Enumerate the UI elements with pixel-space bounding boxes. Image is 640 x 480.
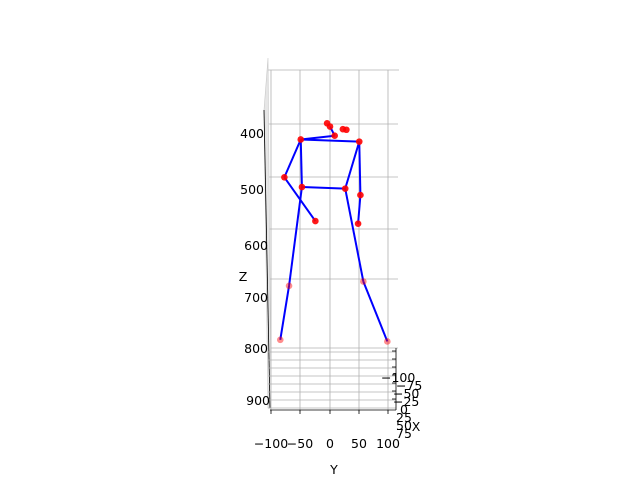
skeleton-joints — [276, 119, 391, 345]
x-tick-label: 75 — [396, 426, 412, 441]
x-axis-label: X — [412, 419, 421, 434]
y-ticks: −100 −50 0 50 100 — [254, 410, 400, 451]
bone-left-shoulder-right-shoulder — [300, 138, 360, 143]
joint-right-wrist — [354, 220, 362, 228]
z-tick-label: 400 — [240, 126, 264, 141]
x-tick-label: 50 — [396, 418, 412, 433]
back-pane — [266, 69, 399, 412]
x-ticks: −100 −75 −50 −25 0 25 50 75 — [381, 350, 422, 441]
bone-right-shoulder-right-hip — [344, 141, 361, 189]
z-axis-label: Z — [239, 269, 248, 284]
z-tick-label: 900 — [246, 393, 270, 408]
joint-right-ankle — [384, 338, 391, 345]
y-tick-label: 0 — [326, 436, 334, 451]
z-ticks: 400 500 600 700 800 900 — [240, 126, 270, 408]
joint-neck — [331, 132, 338, 139]
joint-head-right-2 — [343, 126, 350, 134]
joint-right-hip — [341, 185, 349, 192]
y-tick-label: 100 — [376, 436, 400, 451]
z-tick-label: 800 — [244, 341, 268, 356]
x-tick-label: 0 — [400, 402, 408, 417]
bone-right-knee-right-ankle — [362, 281, 389, 342]
bone-left-shoulder-left-elbow — [283, 139, 302, 178]
x-tick-label: −100 — [381, 370, 415, 385]
bone-right-shoulder-right-elbow — [358, 141, 362, 196]
floor-grid — [268, 351, 396, 409]
bone-left-shoulder-left-hip — [299, 139, 303, 188]
x-tick-label: −75 — [396, 378, 422, 393]
y-axis-label: Y — [329, 462, 338, 477]
y-tick-label: −100 — [254, 436, 288, 451]
skeleton-bones — [279, 126, 389, 342]
joint-left-elbow — [281, 173, 288, 181]
joint-left-hip — [298, 183, 306, 191]
joint-left-wrist — [312, 217, 319, 225]
x-tick-label: −50 — [393, 386, 419, 401]
joint-right-elbow — [357, 191, 364, 199]
joint-head-upper — [326, 123, 334, 130]
z-tick-label: 500 — [240, 182, 264, 197]
y-tick-label: −50 — [287, 436, 313, 451]
z-axis-line — [263, 109, 271, 409]
joint-right-shoulder — [355, 138, 363, 145]
bone-left-hip-right-hip — [301, 186, 346, 190]
bone-right-elbow-right-wrist — [357, 195, 362, 224]
x-tick-label: 25 — [396, 410, 412, 425]
bone-left-shoulder-neck — [300, 134, 335, 141]
z-tick-label: 600 — [244, 238, 268, 253]
y-tick-label: 50 — [351, 436, 367, 451]
x-tick-label: −25 — [393, 394, 419, 409]
joint-left-shoulder — [297, 136, 305, 143]
z-tick-label: 700 — [244, 290, 268, 305]
joint-left-knee — [285, 282, 293, 290]
bone-left-knee-left-ankle — [279, 285, 291, 340]
joint-right-knee — [360, 278, 367, 285]
bone-right-hip-right-knee — [344, 188, 365, 282]
joint-left-ankle — [276, 336, 284, 344]
bone-left-hip-left-knee — [288, 186, 303, 286]
